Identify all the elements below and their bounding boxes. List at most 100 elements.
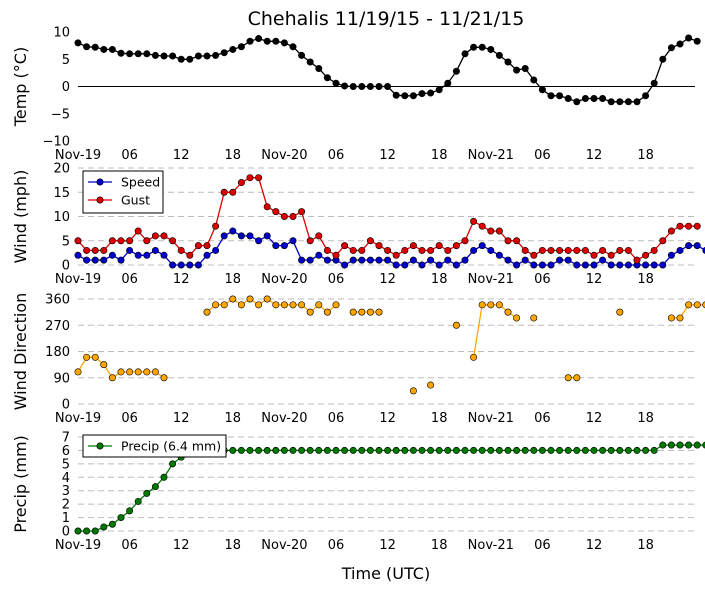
data-point-precip [401, 446, 409, 454]
data-point-gust [323, 246, 331, 254]
data-point-speed [564, 256, 572, 264]
x-tick-label: 12 [586, 272, 603, 287]
data-point-speed [384, 256, 392, 264]
data-point-temp [470, 43, 478, 51]
y-axis-label: Wind Direction [11, 293, 30, 411]
x-tick-label: Nov-21 [468, 272, 514, 287]
x-tick-label: 12 [173, 538, 190, 553]
legend-marker [96, 442, 104, 450]
data-point-speed [642, 261, 650, 269]
data-point-gust [573, 246, 581, 254]
data-point-precip [650, 446, 658, 454]
x-tick-label: 06 [121, 538, 138, 553]
data-point-direction [74, 368, 82, 376]
y-tick-label: 20 [53, 162, 70, 177]
x-tick-label: 18 [225, 538, 242, 553]
x-tick-label: 18 [225, 411, 242, 426]
x-tick-label: 18 [225, 272, 242, 287]
data-point-speed [599, 256, 607, 264]
data-point-temp [358, 83, 366, 91]
data-point-direction [126, 368, 134, 376]
data-point-direction [151, 368, 159, 376]
data-point-gust [564, 246, 572, 254]
data-point-temp [315, 65, 323, 73]
data-point-temp [564, 94, 572, 102]
legend-label: Speed [121, 175, 160, 190]
data-point-speed [650, 261, 658, 269]
y-axis-label: Wind (mph) [11, 170, 30, 264]
data-point-direction [530, 314, 538, 322]
data-point-speed [108, 251, 116, 259]
data-point-precip [272, 446, 280, 454]
y-tick-label: 1 [62, 511, 70, 526]
data-point-precip [323, 446, 331, 454]
x-tick-label: 06 [121, 272, 138, 287]
data-point-temp [487, 45, 495, 53]
data-point-speed [409, 256, 417, 264]
x-tick-label: 06 [121, 411, 138, 426]
data-point-speed [229, 227, 237, 235]
data-point-speed [246, 232, 254, 240]
data-point-temp [143, 50, 151, 58]
y-tick-label: 10 [53, 26, 70, 41]
data-point-gust [220, 188, 228, 196]
data-point-precip [280, 446, 288, 454]
data-point-speed [160, 251, 168, 259]
data-point-temp [547, 92, 555, 100]
data-point-temp [151, 51, 159, 59]
data-point-gust [452, 242, 460, 250]
legend-label: Precip (6.4 mm) [121, 439, 221, 454]
data-point-direction [358, 308, 366, 316]
y-tick-label: 10 [53, 210, 70, 225]
data-point-gust [332, 251, 340, 259]
data-point-direction [616, 308, 624, 316]
data-point-temp [685, 34, 693, 42]
data-point-gust [667, 227, 675, 235]
data-point-gust [418, 246, 426, 254]
data-point-precip [607, 446, 615, 454]
data-point-temp [530, 76, 538, 84]
data-point-speed [590, 261, 598, 269]
data-point-direction [366, 308, 374, 316]
data-point-temp [435, 86, 443, 94]
data-point-speed [203, 251, 211, 259]
data-point-gust [315, 232, 323, 240]
data-point-precip [564, 446, 572, 454]
data-point-speed [289, 237, 297, 245]
data-point-speed [470, 246, 478, 254]
data-point-temp [220, 49, 228, 57]
data-point-direction [470, 353, 478, 361]
data-point-precip [504, 446, 512, 454]
data-point-direction [409, 387, 417, 395]
data-point-gust [401, 246, 409, 254]
data-point-precip [521, 446, 529, 454]
x-tick-label: 18 [431, 411, 448, 426]
data-point-temp [272, 37, 280, 45]
data-point-precip [169, 460, 177, 468]
x-tick-label: 18 [637, 411, 654, 426]
data-point-direction [323, 308, 331, 316]
y-tick-label: 180 [45, 345, 70, 360]
data-point-speed [461, 256, 469, 264]
data-point-gust [581, 246, 589, 254]
data-point-temp [452, 67, 460, 75]
data-point-temp [581, 94, 589, 102]
data-point-speed [134, 251, 142, 259]
data-point-speed [83, 256, 91, 264]
x-tick-label: 12 [173, 411, 190, 426]
data-point-gust [134, 227, 142, 235]
data-point-direction [220, 301, 228, 309]
data-point-precip [358, 446, 366, 454]
data-point-temp [444, 79, 452, 87]
data-point-temp [126, 50, 134, 58]
data-point-speed [444, 256, 452, 264]
x-tick-label: 06 [328, 148, 345, 163]
data-point-temp [169, 52, 177, 60]
data-point-precip [375, 446, 383, 454]
data-point-direction [272, 301, 280, 309]
data-point-precip [461, 446, 469, 454]
data-point-direction [513, 314, 521, 322]
data-point-gust [255, 174, 263, 182]
data-point-temp [667, 44, 675, 52]
data-point-precip [341, 446, 349, 454]
